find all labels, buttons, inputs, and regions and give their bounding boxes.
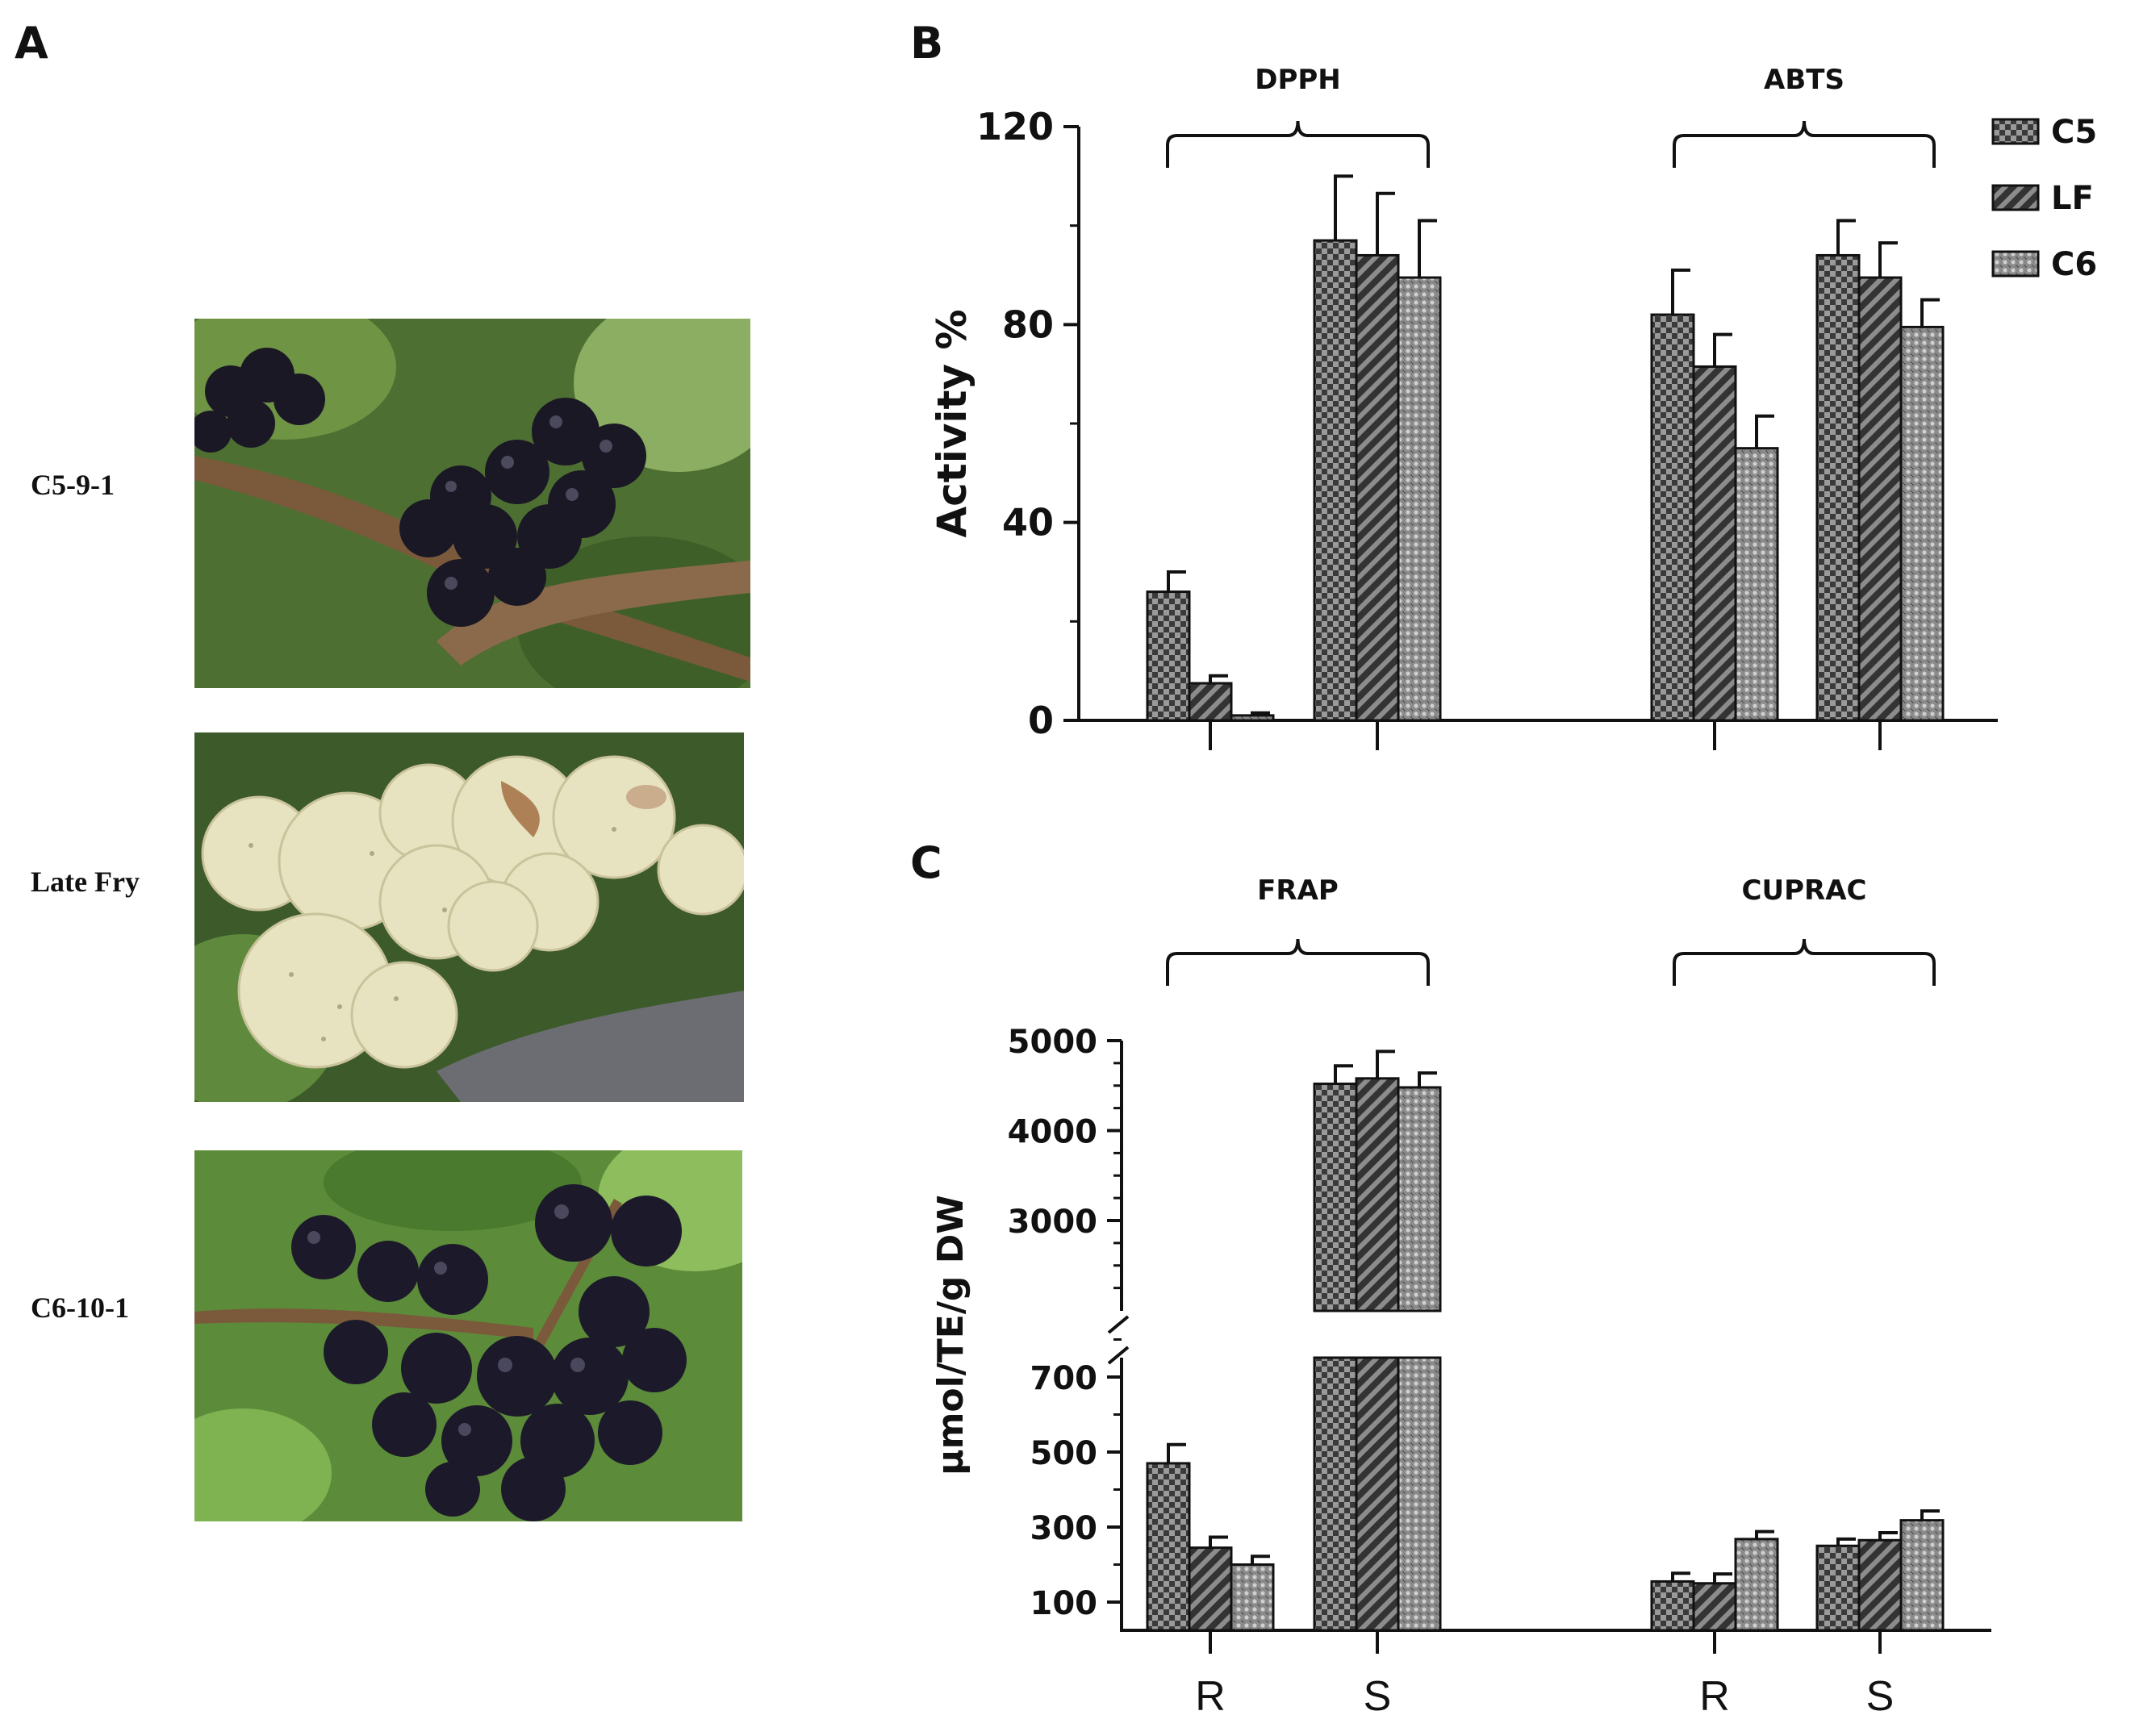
bar-c6 xyxy=(1899,325,1945,722)
chart-c-group-brace xyxy=(1166,938,1430,986)
bar-lf xyxy=(1355,253,1400,722)
photo-label-c5: C5-9-1 xyxy=(31,469,115,501)
bar-c5 xyxy=(1313,239,1358,722)
chart-b-ytick-label: 120 xyxy=(976,105,1054,148)
chart-b-group-label: DPPH xyxy=(1255,64,1341,96)
legend-swatch-c5 xyxy=(1991,118,2040,145)
chart-b-ytick-label: 0 xyxy=(1028,699,1054,742)
bar-c6 xyxy=(1397,276,1442,722)
chart-b-group-brace xyxy=(1166,120,1430,168)
bar-lf xyxy=(1857,1538,1903,1632)
legend-label-lf: LF xyxy=(2051,180,2094,217)
legend-label-c6: C6 xyxy=(2051,246,2097,283)
chart-c: µmol/TE/g DW 100 300 500 700 3000 4000 5000 FR… xyxy=(930,874,1991,1720)
chart-b-ytick-label: 40 xyxy=(1002,501,1054,545)
bar-c5 xyxy=(1146,590,1191,722)
photo-label-late-fry: Late Fry xyxy=(31,866,140,898)
grape-photo-c5 xyxy=(194,319,750,688)
grape-photo-c6 xyxy=(194,1150,742,1521)
photo-label-c6: C6-10-1 xyxy=(31,1292,129,1324)
chart-c-ytick-label: 4000 xyxy=(1008,1114,1097,1151)
legend: C5 LF C6 xyxy=(1991,114,2097,283)
chart-c-xtick-label: S xyxy=(1364,1673,1392,1720)
grape-cluster-dark-1 xyxy=(194,319,750,688)
chart-c-ytick-label: 3000 xyxy=(1008,1204,1097,1241)
bar-c5 xyxy=(1815,1544,1861,1632)
chart-c-group-label: FRAP xyxy=(1257,874,1339,907)
bar-c6-upper xyxy=(1397,1086,1442,1312)
chart-c-axis-break-upper xyxy=(1107,1315,1130,1334)
chart-c-xtick-label: S xyxy=(1866,1673,1895,1720)
grape-photo-late-fry xyxy=(194,732,744,1102)
bar-lf-upper xyxy=(1355,1077,1400,1312)
bar-c5 xyxy=(1650,313,1695,722)
bar-c6 xyxy=(1899,1519,1945,1632)
chart-c-ytick-label: 300 xyxy=(1030,1510,1098,1547)
bar-c5 xyxy=(1313,1356,1358,1632)
bar-lf xyxy=(1188,682,1233,722)
grape-cluster-dark-2 xyxy=(194,1150,742,1521)
chart-b-ytick-label: 80 xyxy=(1002,303,1054,346)
bar-lf xyxy=(1857,276,1903,722)
bar-lf xyxy=(1692,1582,1737,1632)
legend-swatch-c6 xyxy=(1991,250,2040,278)
chart-c-y-label: µmol/TE/g DW xyxy=(930,1195,971,1475)
bar-c6 xyxy=(1734,1538,1779,1632)
chart-c-axis-break-lower xyxy=(1107,1346,1130,1365)
chart-b-group-label: ABTS xyxy=(1764,64,1844,96)
chart-c-xtick-label: R xyxy=(1699,1673,1730,1720)
chart-c-ytick-label: 5000 xyxy=(1008,1024,1097,1061)
grape-cluster-bronze xyxy=(194,732,744,1102)
panel-letter-b: B xyxy=(910,18,944,69)
panel-letter-a: A xyxy=(15,18,48,69)
bar-lf xyxy=(1188,1546,1233,1632)
legend-label-c5: C5 xyxy=(2051,114,2097,151)
panel-letter-c: C xyxy=(910,837,942,888)
bar-c6 xyxy=(1734,447,1779,722)
chart-c-xtick-label: R xyxy=(1195,1673,1226,1720)
bar-c5 xyxy=(1146,1462,1191,1632)
chart-c-ytick-label: 500 xyxy=(1030,1435,1098,1472)
bar-c5 xyxy=(1815,253,1861,722)
chart-c-group-brace xyxy=(1673,938,1936,986)
legend-swatch-lf xyxy=(1991,184,2040,211)
chart-b-y-label: Activity % xyxy=(929,309,976,537)
bar-c5-upper xyxy=(1313,1083,1358,1312)
chart-c-group-label: CUPRAC xyxy=(1742,874,1867,907)
bar-c6 xyxy=(1230,714,1275,722)
chart-c-ytick-label: 700 xyxy=(1030,1360,1098,1397)
bar-lf xyxy=(1355,1356,1400,1632)
bar-c6 xyxy=(1230,1563,1275,1632)
bar-c5 xyxy=(1650,1580,1695,1632)
bar-c6 xyxy=(1397,1356,1442,1632)
chart-c-ytick-label: 100 xyxy=(1030,1585,1098,1622)
bar-lf xyxy=(1692,365,1737,722)
chart-b-group-brace xyxy=(1673,120,1936,168)
chart-b: Activity % 0 40 80 120 DPPH ABTS xyxy=(929,64,1998,750)
